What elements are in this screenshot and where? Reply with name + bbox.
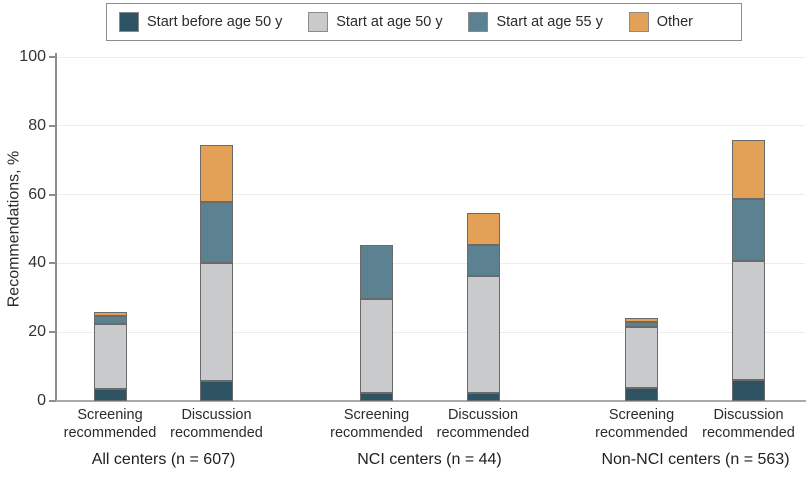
bar-segment	[625, 388, 658, 401]
bar-segment	[93, 323, 127, 389]
x-tick-label: Discussion recommended	[679, 406, 810, 442]
y-tick-label: 80	[28, 116, 46, 134]
x-tick-label-line: recommended	[702, 425, 795, 441]
legend-item-4: Other	[628, 12, 693, 32]
bar-segment	[360, 244, 393, 300]
bar-segment	[360, 299, 393, 394]
x-tick-label: Screening recommended	[307, 406, 447, 442]
legend-item-label: Start before age 50 y	[147, 14, 283, 30]
y-tick-mark	[49, 331, 56, 334]
bar-segment	[625, 321, 658, 327]
bar-segment	[732, 261, 765, 381]
x-tick-label-line: recommended	[63, 425, 157, 441]
bar-segment	[466, 244, 500, 276]
bar-segment	[625, 317, 658, 322]
x-tick-label-line: recommended	[595, 425, 688, 441]
x-tick-label: Screening recommended	[40, 406, 180, 442]
bar-segment	[466, 393, 500, 401]
x-tick-label: Discussion recommended	[147, 406, 287, 442]
legend-item-1: Start before age 50 y	[119, 12, 282, 32]
bar-segment	[200, 202, 233, 263]
bar-nci-screening	[360, 244, 393, 401]
bar-segment	[466, 213, 500, 245]
y-tick-label: 0	[37, 392, 46, 409]
bar-non-nci-discussion	[732, 140, 765, 401]
bar-nci-discussion	[466, 213, 500, 401]
y-tick-mark	[49, 193, 56, 196]
gridline-20	[57, 331, 805, 333]
legend-item-label: Start at age 50 y	[336, 14, 443, 30]
x-tick-label-line: Discussion	[447, 407, 519, 423]
y-tick-label: 40	[28, 254, 46, 272]
x-tick-label-line: Screening	[77, 407, 143, 423]
x-tick-label-line: Discussion	[181, 407, 252, 423]
y-axis-title: Recommendations, %	[5, 150, 23, 308]
bar-segment	[732, 380, 765, 401]
y-axis-line	[55, 53, 57, 402]
gridline-60	[57, 194, 805, 196]
x-tick-label-line: Screening	[343, 407, 410, 423]
gridline-80	[57, 125, 805, 127]
legend: Start before age 50 y Start at age 50 y St…	[106, 3, 742, 41]
group-label: Non-NCI centers (n = 563)	[601, 451, 790, 468]
bar-non-nci-screening	[625, 317, 658, 401]
legend-swatch-icon	[628, 12, 649, 32]
y-axis-title-container: Recommendations, %	[2, 0, 26, 458]
group-label: All centers (n = 607)	[91, 451, 236, 468]
x-axis-line	[55, 400, 806, 402]
x-tick-label-line: recommended	[330, 425, 423, 441]
y-tick-label: 20	[28, 323, 46, 341]
bar-segment	[360, 393, 393, 401]
bar-all-discussion	[200, 145, 233, 401]
x-tick-label-line: recommended	[436, 425, 530, 441]
legend-swatch-icon	[308, 12, 329, 32]
y-tick-mark	[49, 262, 56, 265]
bar-segment	[93, 311, 127, 317]
legend-item-2: Start at age 50 y	[308, 12, 443, 32]
bar-segment	[200, 381, 233, 401]
bar-segment	[93, 388, 127, 401]
y-tick-mark	[49, 400, 56, 402]
group-label: NCI centers (n = 44)	[357, 451, 502, 468]
gridline-100	[57, 56, 805, 58]
bar-segment	[200, 262, 233, 382]
legend-item-label: Start at age 55 y	[496, 14, 603, 30]
legend-item-label: Other	[656, 14, 693, 30]
y-tick-label: 100	[19, 48, 46, 65]
y-tick-label: 60	[28, 185, 46, 203]
bar-segment	[200, 145, 233, 203]
legend-item-3: Start at age 55 y	[468, 12, 603, 32]
x-tick-label-line: recommended	[170, 425, 263, 441]
legend-swatch-icon	[119, 12, 139, 32]
y-tick-mark	[49, 124, 56, 127]
bar-segment	[466, 275, 500, 394]
bar-segment	[625, 326, 658, 389]
bar-all-screening	[93, 311, 127, 401]
x-tick-label-line: Discussion	[713, 407, 784, 423]
bar-segment	[732, 140, 765, 200]
y-tick-mark	[49, 56, 56, 58]
x-tick-label-line: Screening	[608, 407, 675, 423]
bar-segment	[93, 316, 127, 324]
x-tick-label: Discussion recommended	[413, 406, 553, 442]
legend-swatch-icon	[468, 12, 489, 32]
x-tick-label: Screening recommended	[572, 406, 712, 442]
bar-segment	[732, 199, 765, 262]
gridline-40	[57, 262, 805, 264]
